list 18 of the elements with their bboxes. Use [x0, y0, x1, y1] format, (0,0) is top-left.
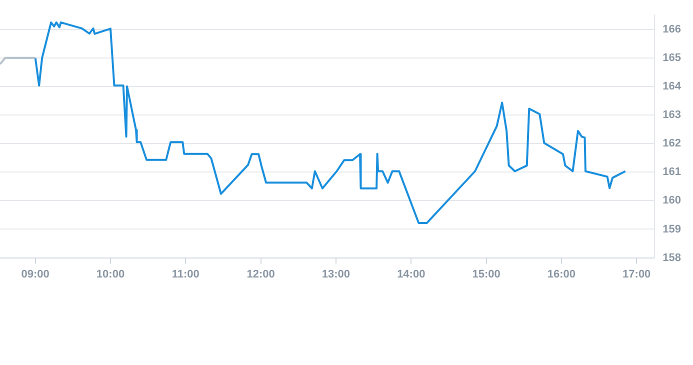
- x-tick-label: 13:00: [322, 268, 350, 280]
- x-tick-label: 14:00: [397, 268, 426, 280]
- y-tick-label: 165: [662, 52, 682, 64]
- y-tick-label: 160: [662, 194, 682, 207]
- y-tick-label: 166: [662, 23, 682, 36]
- y-tick-label: 161: [662, 166, 682, 178]
- y-tick-label: 163: [662, 109, 682, 122]
- x-tick-label: 15:00: [472, 268, 500, 280]
- x-tick-label: 09:00: [21, 268, 50, 280]
- y-tick-label: 158: [662, 252, 682, 264]
- y-tick-label: 159: [662, 223, 682, 236]
- y-tick-label: 162: [662, 138, 682, 150]
- x-tick-label: 12:00: [246, 268, 275, 280]
- y-tick-label: 164: [662, 80, 682, 92]
- x-tick-label: 11:00: [172, 268, 200, 280]
- x-tick-label: 16:00: [547, 268, 576, 280]
- x-tick-label: 10:00: [96, 268, 125, 280]
- x-tick-label: 17:00: [622, 268, 651, 280]
